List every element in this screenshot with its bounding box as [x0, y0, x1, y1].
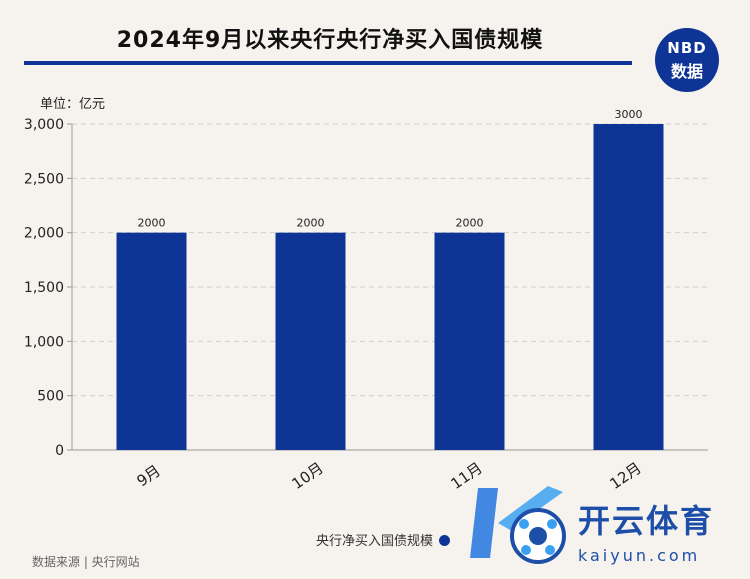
data-label: 3000 — [615, 108, 643, 121]
legend: 央行净买入国债规模 — [316, 530, 451, 549]
logo-top-text: NBD — [667, 39, 707, 57]
title-underline — [24, 61, 632, 65]
x-tick-label: 10月 — [289, 459, 327, 493]
data-label: 2000 — [138, 217, 166, 230]
y-tick-label: 3,000 — [24, 117, 64, 133]
data-label: 2000 — [456, 217, 484, 230]
y-tick-label: 2,000 — [24, 226, 64, 242]
chart-title: 2024年9月以来央行央行净买入国债规模 — [116, 28, 544, 53]
logo-bottom-text: 数据 — [670, 62, 703, 81]
y-tick-label: 0 — [55, 443, 64, 459]
y-tick-label: 500 — [37, 389, 64, 405]
nbd-logo: NBD 数据 — [655, 28, 719, 92]
bar — [116, 232, 187, 450]
unit-label: 单位：亿元 — [40, 97, 106, 112]
kaiyun-logo-icon — [470, 486, 566, 564]
source-note: 数据来源 | 央行网站 — [32, 555, 140, 569]
y-tick-label: 1,000 — [24, 334, 64, 350]
data-label: 2000 — [297, 217, 325, 230]
bar — [275, 232, 346, 450]
x-tick-label: 9月 — [133, 461, 163, 490]
kaiyun-watermark: 开云体育 kaiyun.com — [578, 496, 714, 565]
watermark-en: kaiyun.com — [578, 546, 701, 565]
bar — [593, 124, 664, 450]
legend-label: 央行净买入国债规模 — [316, 534, 434, 549]
bar — [434, 232, 505, 450]
legend-swatch — [439, 535, 451, 546]
y-tick-label: 2,500 — [24, 171, 64, 187]
watermark-cn: 开云体育 — [578, 502, 715, 540]
x-tick-label: 12月 — [607, 459, 645, 493]
y-tick-label: 1,500 — [24, 280, 64, 296]
